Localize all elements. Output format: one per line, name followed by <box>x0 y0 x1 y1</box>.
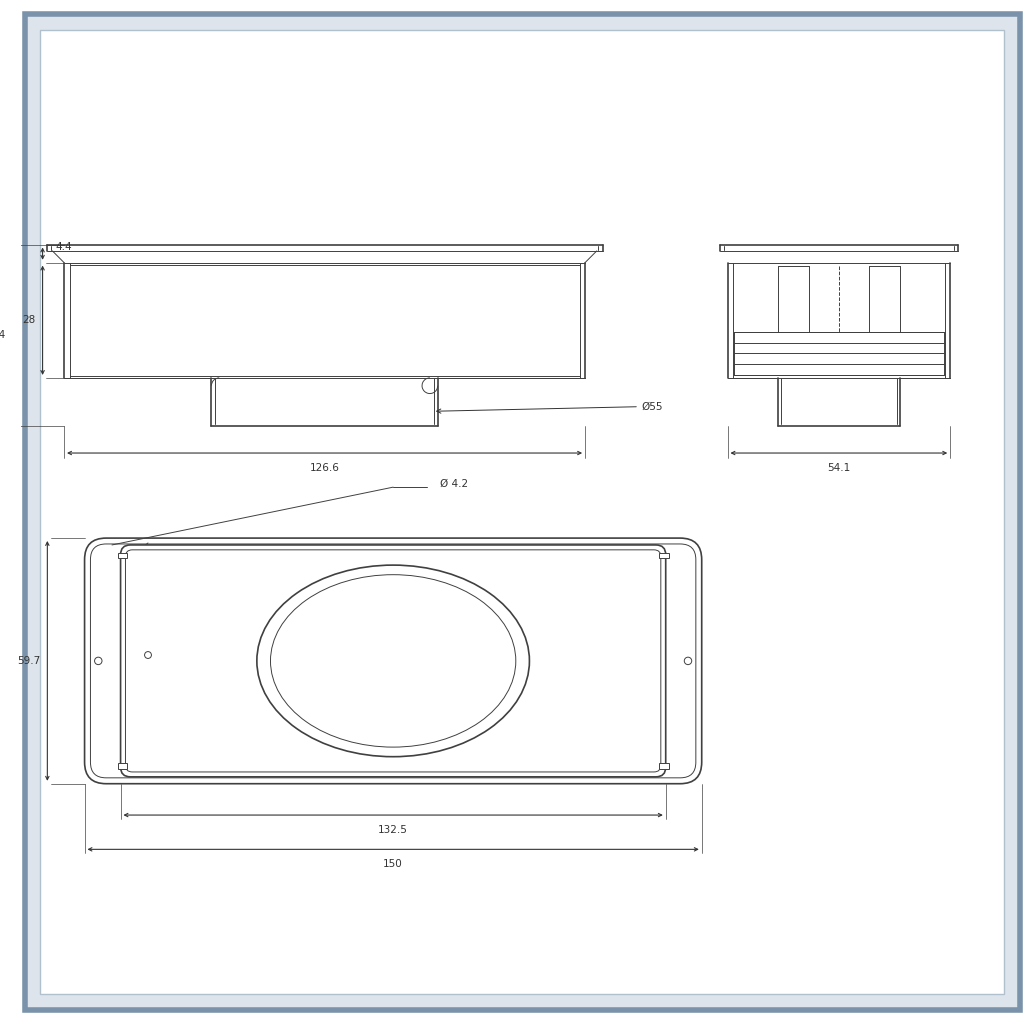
Circle shape <box>684 657 692 665</box>
Text: 4.4: 4.4 <box>56 242 73 252</box>
Circle shape <box>94 657 102 665</box>
Text: 28: 28 <box>23 315 36 326</box>
Bar <box>118 553 127 558</box>
Text: 59.7: 59.7 <box>17 656 40 666</box>
Text: 126.6: 126.6 <box>309 463 340 473</box>
Circle shape <box>144 651 152 658</box>
FancyBboxPatch shape <box>126 550 660 772</box>
Text: FABR-6P66 +: FABR-6P66 + <box>143 639 179 644</box>
Bar <box>658 763 669 769</box>
FancyBboxPatch shape <box>121 545 666 777</box>
Bar <box>118 763 127 769</box>
Text: 150: 150 <box>383 859 403 869</box>
FancyBboxPatch shape <box>85 538 701 783</box>
Text: 132.5: 132.5 <box>378 824 409 835</box>
Text: 44: 44 <box>0 330 6 340</box>
Text: 54.1: 54.1 <box>827 463 851 473</box>
Ellipse shape <box>270 574 516 748</box>
Text: Ø 4.2: Ø 4.2 <box>440 479 468 489</box>
Polygon shape <box>25 14 1020 1010</box>
Text: Ø55: Ø55 <box>436 401 664 414</box>
FancyBboxPatch shape <box>90 544 696 778</box>
Ellipse shape <box>257 565 529 757</box>
Polygon shape <box>41 30 1005 994</box>
Bar <box>658 553 669 558</box>
